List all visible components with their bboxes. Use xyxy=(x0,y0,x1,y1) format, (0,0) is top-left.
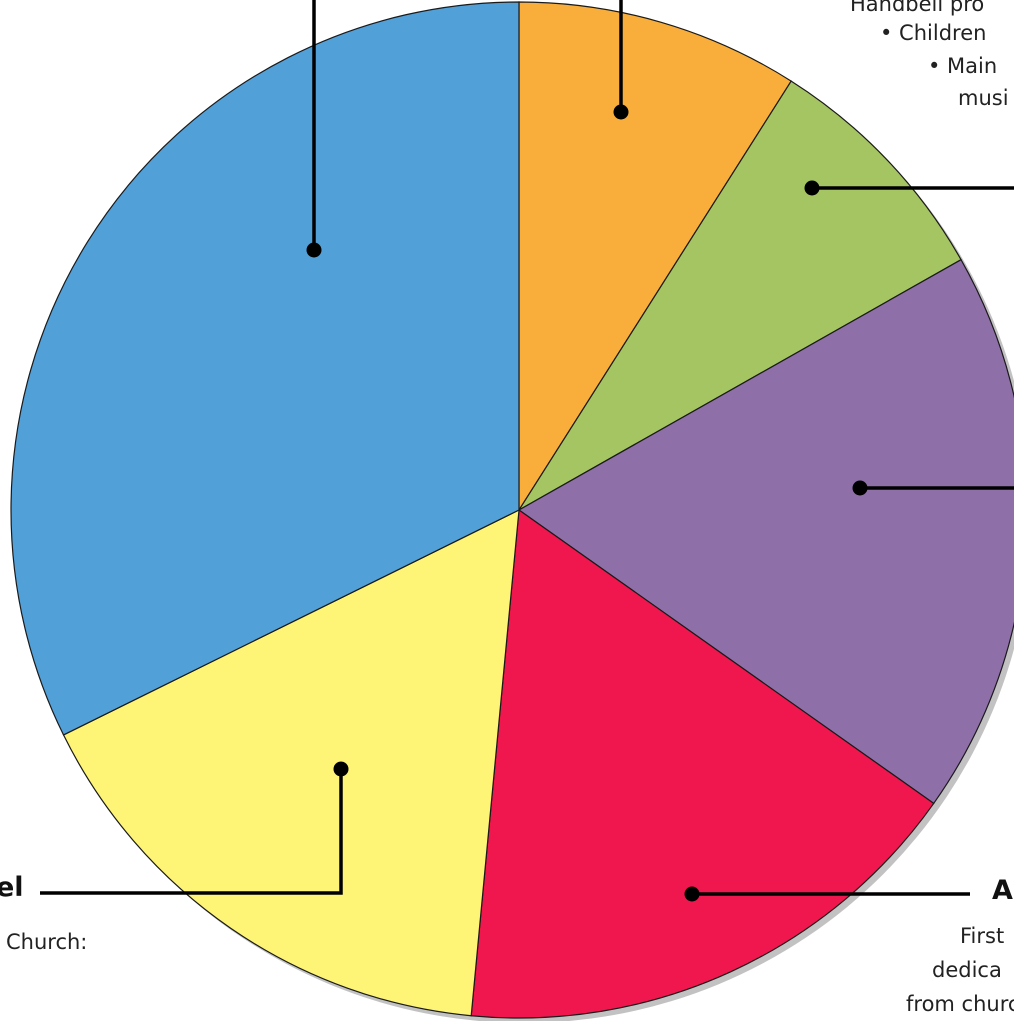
leader-dot-green xyxy=(804,180,820,196)
leader-line-yellow xyxy=(40,769,343,895)
leader-dot-yellow xyxy=(333,761,349,777)
leader-dot-purple xyxy=(852,480,868,496)
annotation-red-line-3: from churc xyxy=(906,992,1014,1016)
pie-slices xyxy=(10,1,1014,1019)
label-red-partial: A xyxy=(992,875,1013,906)
pie-slice-3 xyxy=(470,508,935,1019)
annotation-yellow-line: Church: xyxy=(6,930,88,954)
pie-slice-0 xyxy=(518,1,793,513)
pie-slice-4 xyxy=(62,508,520,1017)
leader-dot-red xyxy=(684,886,700,902)
annotation-top-right-line-3: • Main xyxy=(928,54,998,78)
annotation-top-right-line-2: • Children xyxy=(880,21,987,45)
label-yellow-partial: el xyxy=(0,872,24,903)
annotation-top-right-line-1: Handbell pro xyxy=(850,0,985,16)
pie-slice-2 xyxy=(517,258,1014,805)
leader-lines xyxy=(40,0,1014,902)
leader-dot-blue xyxy=(306,242,322,258)
annotation-red-line-2: dedica xyxy=(932,958,1002,982)
annotation-red-line-1: First xyxy=(960,924,1005,948)
pie-slice-5 xyxy=(10,1,520,736)
annotation-top-right-line-4: musi xyxy=(958,86,1009,110)
leader-dot-orange xyxy=(613,104,629,120)
